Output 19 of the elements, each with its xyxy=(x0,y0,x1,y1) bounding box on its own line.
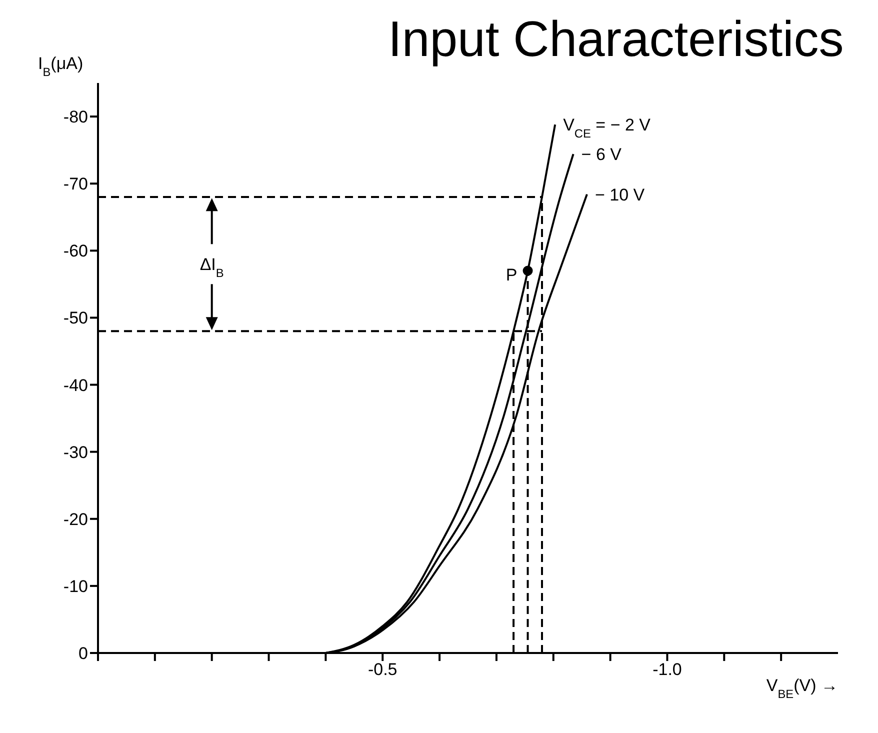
y-tick-label: -40 xyxy=(63,376,88,395)
y-tick-label: -20 xyxy=(63,510,88,529)
y-tick-label: -80 xyxy=(63,108,88,127)
series-label: V$_{CE}$ = − 2 V xyxy=(563,116,652,141)
x-tick-label: -0.5 xyxy=(368,660,398,680)
y-tick-label: -10 xyxy=(63,576,88,596)
chart-title: Input Characteristics xyxy=(388,10,844,68)
y-tick-label: -70 xyxy=(63,174,88,194)
series-label: − 6 V xyxy=(581,145,622,164)
y-tick-label: -60 xyxy=(63,242,88,261)
y-tick-label: 0 xyxy=(78,644,88,664)
y-tick-label: -50 xyxy=(63,308,88,328)
annotation: ΔI$_{B}$ xyxy=(200,255,224,280)
x-tick-label: -1.0 xyxy=(652,660,682,680)
series-label: P xyxy=(506,265,518,284)
y-tick-label: -30 xyxy=(63,442,88,462)
x-axis-title: V$_{BE}$(V) → xyxy=(766,676,838,701)
series-label: − 10 V xyxy=(594,185,646,204)
y-axis-title: I$_{B}$(μA) xyxy=(38,54,84,79)
